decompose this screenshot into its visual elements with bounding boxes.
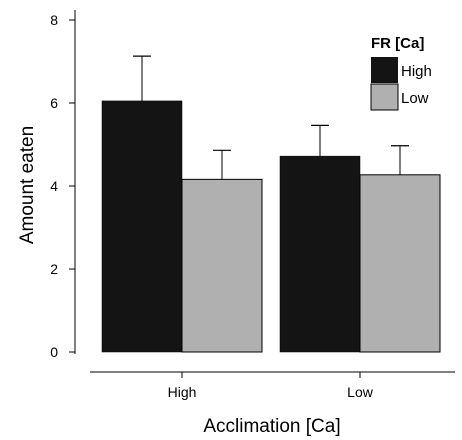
bar-low-low <box>359 174 441 353</box>
y-axis-title: Amount eaten <box>17 126 38 244</box>
y-tick-label: 8 <box>50 12 58 28</box>
legend-swatch-low <box>370 83 399 111</box>
legend-swatch-high <box>371 57 398 83</box>
legend-label-high: High <box>401 63 432 80</box>
error-bars-group <box>133 55 409 180</box>
legend: FR [Ca] High Low <box>370 35 432 111</box>
legend-label-low: Low <box>401 90 429 107</box>
x-ticks-group: High Low <box>168 372 374 400</box>
bar-low-high <box>279 155 361 353</box>
y-tick-label: 6 <box>50 95 58 111</box>
x-tick-label: High <box>168 384 197 400</box>
x-tick-label: Low <box>347 384 374 400</box>
y-tick-label: 4 <box>50 178 58 194</box>
legend-title: FR [Ca] <box>371 35 424 52</box>
x-axis-title: Acclimation [Ca] <box>203 416 340 437</box>
y-tick-label: 0 <box>50 344 58 360</box>
bar-high-high <box>101 100 183 353</box>
y-tick-label: 2 <box>50 261 58 277</box>
y-ticks-group: 0 2 4 6 8 <box>50 12 75 360</box>
bars-group <box>101 100 441 353</box>
bar-high-low <box>181 178 263 353</box>
